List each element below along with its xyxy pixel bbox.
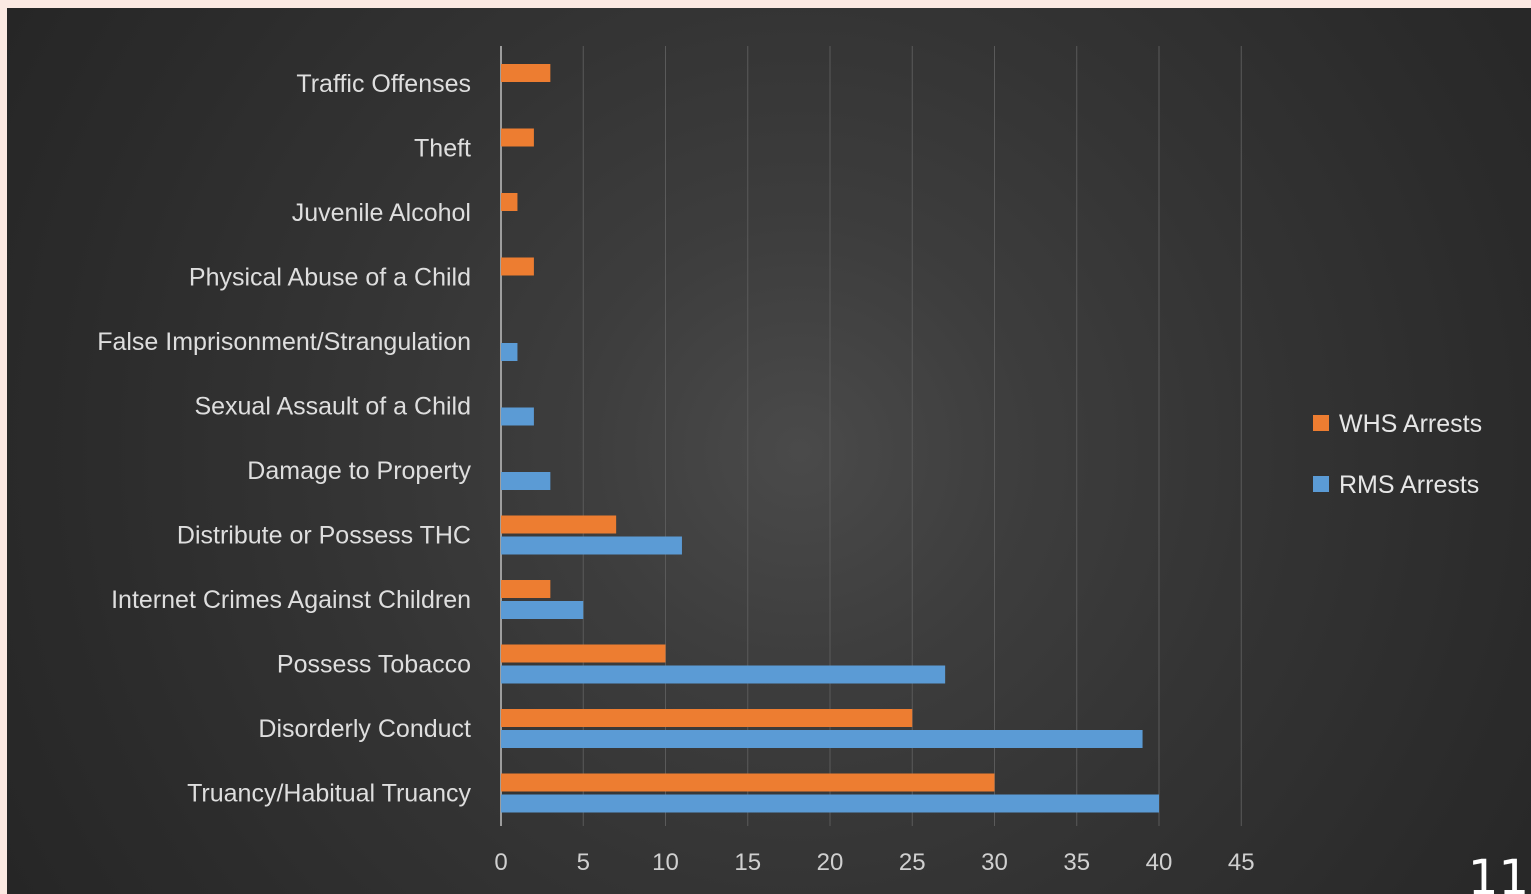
bar-whs [501,580,551,598]
x-tick-label: 35 [1063,849,1090,876]
x-tick-label: 25 [899,849,926,876]
bar-whs [501,773,995,792]
category-label: Sexual Assault of a Child [194,393,471,421]
legend-swatch [1313,415,1329,431]
legend-label: RMS Arrests [1339,471,1479,499]
bar-rms [501,407,534,426]
category-label: Theft [414,135,471,163]
category-label: Possess Tobacco [277,651,471,679]
bar-rms [501,794,1159,813]
category-label: False Imprisonment/Strangulation [97,328,471,356]
bar-whs [501,257,534,276]
bars [501,64,1159,813]
bar-whs [501,193,518,211]
category-label: Physical Abuse of a Child [189,264,471,292]
bar-rms [501,730,1143,748]
bar-rms [501,343,518,361]
category-label: Traffic Offenses [296,70,471,98]
bar-rms [501,472,551,490]
category-label: Disorderly Conduct [258,715,471,743]
x-tick-label: 15 [734,849,761,876]
x-tick-label: 0 [494,849,507,876]
x-tick-label: 40 [1146,849,1173,876]
chart-panel: Traffic Offenses Theft Juvenile Alcohol Phy… [7,8,1531,894]
x-tick-labels: 0 5 10 15 20 25 30 35 40 45 [494,849,1254,876]
category-label: Distribute or Possess THC [177,522,471,550]
gridlines [500,46,1242,826]
x-tick-label: 30 [981,849,1008,876]
category-label: Truancy/Habitual Truancy [187,780,471,808]
bar-whs [501,644,666,663]
category-label: Juvenile Alcohol [292,199,471,227]
x-tick-label: 20 [817,849,844,876]
bar-chart: Traffic Offenses Theft Juvenile Alcohol Phy… [97,46,1482,876]
category-labels: Traffic Offenses Theft Juvenile Alcohol Phy… [97,70,471,808]
bar-rms [501,536,682,555]
legend-swatch [1313,476,1329,492]
bar-whs [501,515,617,534]
x-tick-label: 5 [577,849,590,876]
bar-whs [501,64,551,82]
bar-whs [501,128,534,147]
x-tick-label: 10 [652,849,679,876]
bar-rms [501,665,946,684]
category-label: Internet Crimes Against Children [111,586,471,614]
legend-label: WHS Arrests [1339,410,1482,438]
x-tick-label: 45 [1228,849,1255,876]
bar-whs [501,709,913,727]
bar-rms [501,601,584,619]
category-label: Damage to Property [247,457,471,485]
page-number: 11 [1467,850,1529,894]
legend: WHS Arrests RMS Arrests [1313,410,1482,499]
